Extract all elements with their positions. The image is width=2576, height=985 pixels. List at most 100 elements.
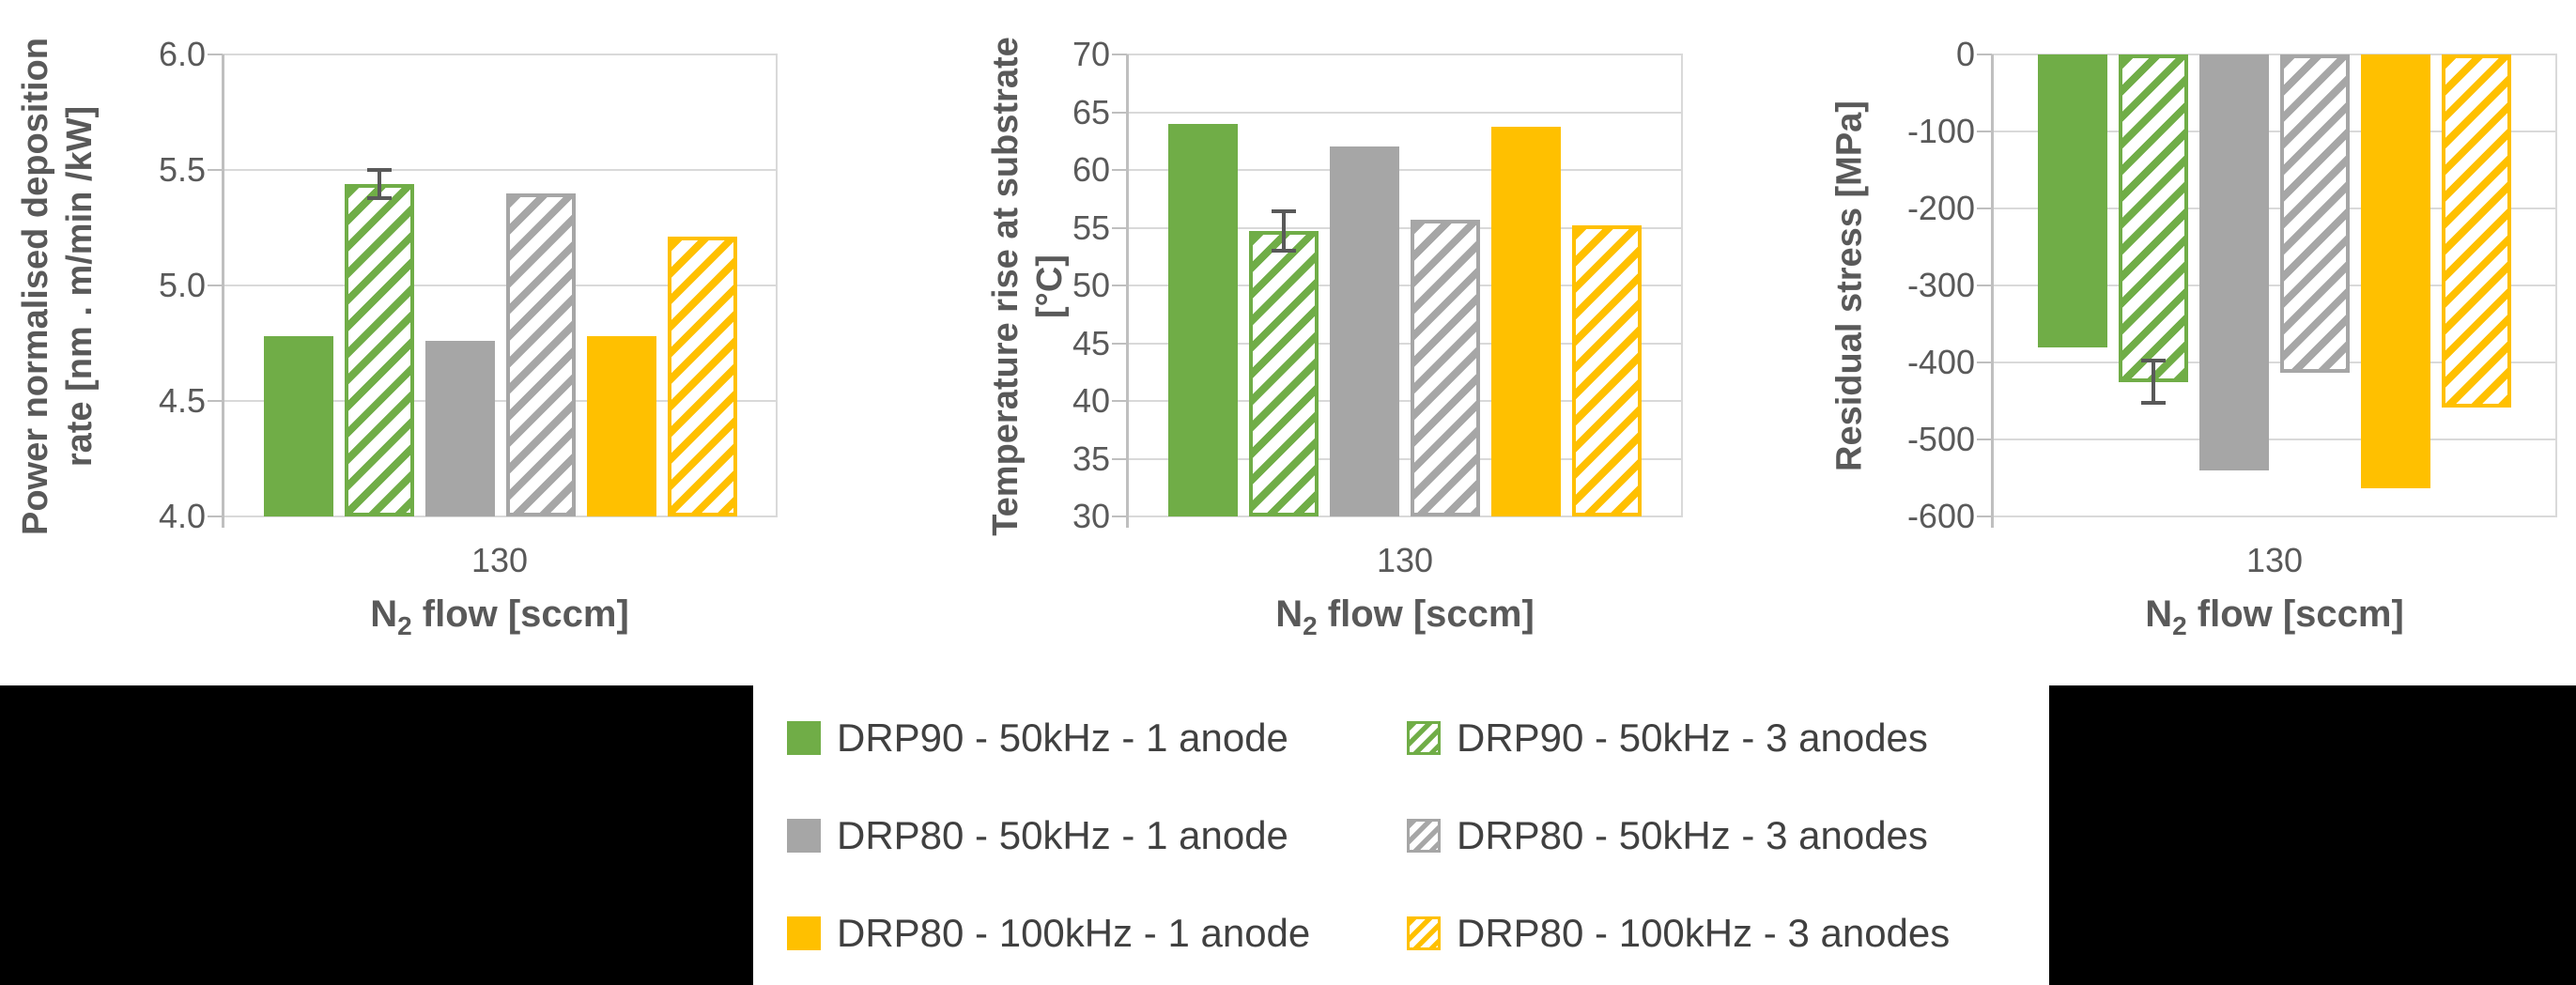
legend-swatch-hatched-gray-icon bbox=[1407, 818, 1441, 853]
legend-item: DRP80 - 50kHz - 3 anodes bbox=[1407, 813, 2049, 858]
bar-series-4 bbox=[1491, 127, 1561, 516]
legend-label: DRP80 - 100kHz - 1 anode bbox=[837, 910, 1311, 955]
axis-tick bbox=[208, 54, 223, 55]
y-axis-line bbox=[222, 54, 224, 516]
y-tick-label: -400 bbox=[1906, 343, 1975, 381]
axis-tick bbox=[208, 285, 223, 286]
y-tick-label: 5.0 bbox=[158, 266, 206, 304]
gridline bbox=[1992, 285, 2557, 286]
gridline bbox=[1992, 362, 2557, 363]
y-axis-line bbox=[1126, 54, 1129, 516]
gridline bbox=[223, 285, 778, 286]
y-tick-label: -500 bbox=[1906, 420, 1975, 458]
x-axis-tick bbox=[1126, 516, 1129, 528]
x-axis-title-subscript: 2 bbox=[1303, 611, 1318, 640]
x-axis-title: N2 flow [sccm] bbox=[302, 593, 697, 641]
gridline bbox=[1127, 226, 1683, 229]
bar-series-2 bbox=[424, 341, 495, 516]
x-axis-tick bbox=[222, 516, 224, 528]
axis-tick bbox=[208, 169, 223, 171]
bar-series-3 bbox=[1411, 219, 1480, 516]
y-tick-label: 30 bbox=[1072, 497, 1110, 535]
axis-tick bbox=[208, 516, 223, 517]
plot-right-border bbox=[1681, 54, 1683, 516]
x-axis-title-unit: flow [sccm] bbox=[2186, 593, 2404, 635]
legend-label: DRP90 - 50kHz - 3 anodes bbox=[1457, 715, 1928, 760]
legend-item: DRP90 - 50kHz - 1 anode bbox=[787, 716, 1407, 761]
gridline bbox=[223, 169, 778, 171]
axis-tick bbox=[208, 400, 223, 402]
bar-series-0 bbox=[1168, 123, 1238, 516]
axis-tick bbox=[1112, 516, 1127, 517]
legend-swatch-hatched-green-icon bbox=[1407, 720, 1441, 755]
axis-tick bbox=[1977, 439, 1992, 440]
y-tick-label: 4.5 bbox=[158, 381, 206, 420]
plot-area: 0 -100 -200 -300 -400 -500 -600 bbox=[1907, 35, 2557, 535]
gridline bbox=[1127, 457, 1683, 460]
legend-label: DRP90 - 50kHz - 1 anode bbox=[837, 715, 1288, 760]
x-tick-label: 130 bbox=[1376, 541, 1434, 579]
x-axis-title-text: N bbox=[370, 593, 398, 635]
bar-series-5 bbox=[2442, 54, 2511, 408]
gridline bbox=[1992, 54, 2557, 55]
plot-right-border bbox=[2555, 54, 2557, 516]
chart-residual-stress: Residual stress [MPa] 0 -100 -200 -300 -400-… bbox=[1728, 0, 2576, 685]
axis-tick bbox=[1112, 457, 1127, 460]
x-axis-title-unit: flow [sccm] bbox=[1317, 593, 1535, 635]
y-tick-label: 5.5 bbox=[158, 150, 206, 189]
gridline bbox=[1127, 169, 1683, 171]
bar-series-2 bbox=[1330, 146, 1399, 516]
bar-series-2 bbox=[2199, 54, 2269, 470]
y-tick-label: 4.0 bbox=[158, 497, 206, 535]
x-tick-label: 130 bbox=[2245, 541, 2304, 579]
error-bar bbox=[1282, 211, 1286, 252]
error-bar-cap bbox=[366, 195, 392, 200]
error-bar-cap bbox=[2141, 401, 2166, 406]
y-tick-label: 6.0 bbox=[158, 35, 206, 73]
legend-swatch-solid-yellow-icon bbox=[787, 916, 821, 950]
y-tick-label: -200 bbox=[1906, 189, 1975, 227]
y-tick-label: 55 bbox=[1072, 208, 1110, 247]
gridline bbox=[1127, 54, 1683, 55]
plot-area: 6.0 5.5 5.0 4.5 4.0 bbox=[159, 35, 778, 535]
legend-item: DRP80 - 100kHz - 3 anodes bbox=[1407, 911, 2049, 956]
legend-label: DRP80 - 50kHz - 1 anode bbox=[837, 812, 1288, 857]
y-tick-label: 60 bbox=[1072, 150, 1110, 189]
error-bar-cap bbox=[2141, 358, 2166, 362]
x-axis-title: N2 flow [sccm] bbox=[1208, 593, 1602, 641]
y-tick-label: 70 bbox=[1072, 35, 1110, 73]
legend: DRP90 - 50kHz - 1 anode DRP90 - 50kHz - … bbox=[753, 685, 2049, 985]
bar-series-4 bbox=[2361, 54, 2430, 488]
legend-swatch-hatched-yellow-icon bbox=[1407, 916, 1441, 950]
x-axis-title-text: N bbox=[1275, 593, 1303, 635]
plot-area: 70 65 60 55 50 45 40 35 30 bbox=[1072, 35, 1683, 535]
y-tick-label: 35 bbox=[1072, 439, 1110, 478]
gridline bbox=[1127, 342, 1683, 345]
gridline bbox=[1992, 516, 2557, 517]
y-tick-label: 45 bbox=[1072, 323, 1110, 362]
gridline bbox=[223, 54, 778, 55]
error-bar-cap bbox=[1272, 249, 1296, 254]
axis-tick bbox=[1112, 400, 1127, 402]
bar-series-1 bbox=[2119, 54, 2188, 382]
bar-series-0 bbox=[2038, 54, 2107, 347]
y-axis-line bbox=[1991, 54, 1994, 516]
gridline bbox=[1992, 131, 2557, 132]
axis-tick bbox=[1977, 208, 1992, 209]
bar-series-1 bbox=[344, 183, 414, 516]
axis-tick bbox=[1977, 516, 1992, 517]
y-tick-label: 0 bbox=[1955, 35, 1975, 73]
y-tick-label: -100 bbox=[1906, 112, 1975, 150]
gridline bbox=[1127, 285, 1683, 286]
bar-series-1 bbox=[1249, 231, 1319, 516]
axis-tick bbox=[1977, 54, 1992, 55]
x-axis-title: N2 flow [sccm] bbox=[2077, 593, 2472, 641]
legend-item: DRP90 - 50kHz - 3 anodes bbox=[1407, 716, 2049, 761]
x-axis-title-unit: flow [sccm] bbox=[411, 593, 629, 635]
legend-item: DRP80 - 50kHz - 1 anode bbox=[787, 813, 1407, 858]
chart-temperature-rise: Temperature rise at substrate [°C] 70 65 6… bbox=[845, 0, 1700, 685]
error-bar-cap bbox=[1272, 209, 1296, 214]
legend-row: DRP90 - 50kHz - 1 anode DRP90 - 50kHz - … bbox=[787, 716, 2049, 761]
legend-label: DRP80 - 50kHz - 3 anodes bbox=[1457, 812, 1928, 857]
gridline bbox=[1127, 111, 1683, 114]
